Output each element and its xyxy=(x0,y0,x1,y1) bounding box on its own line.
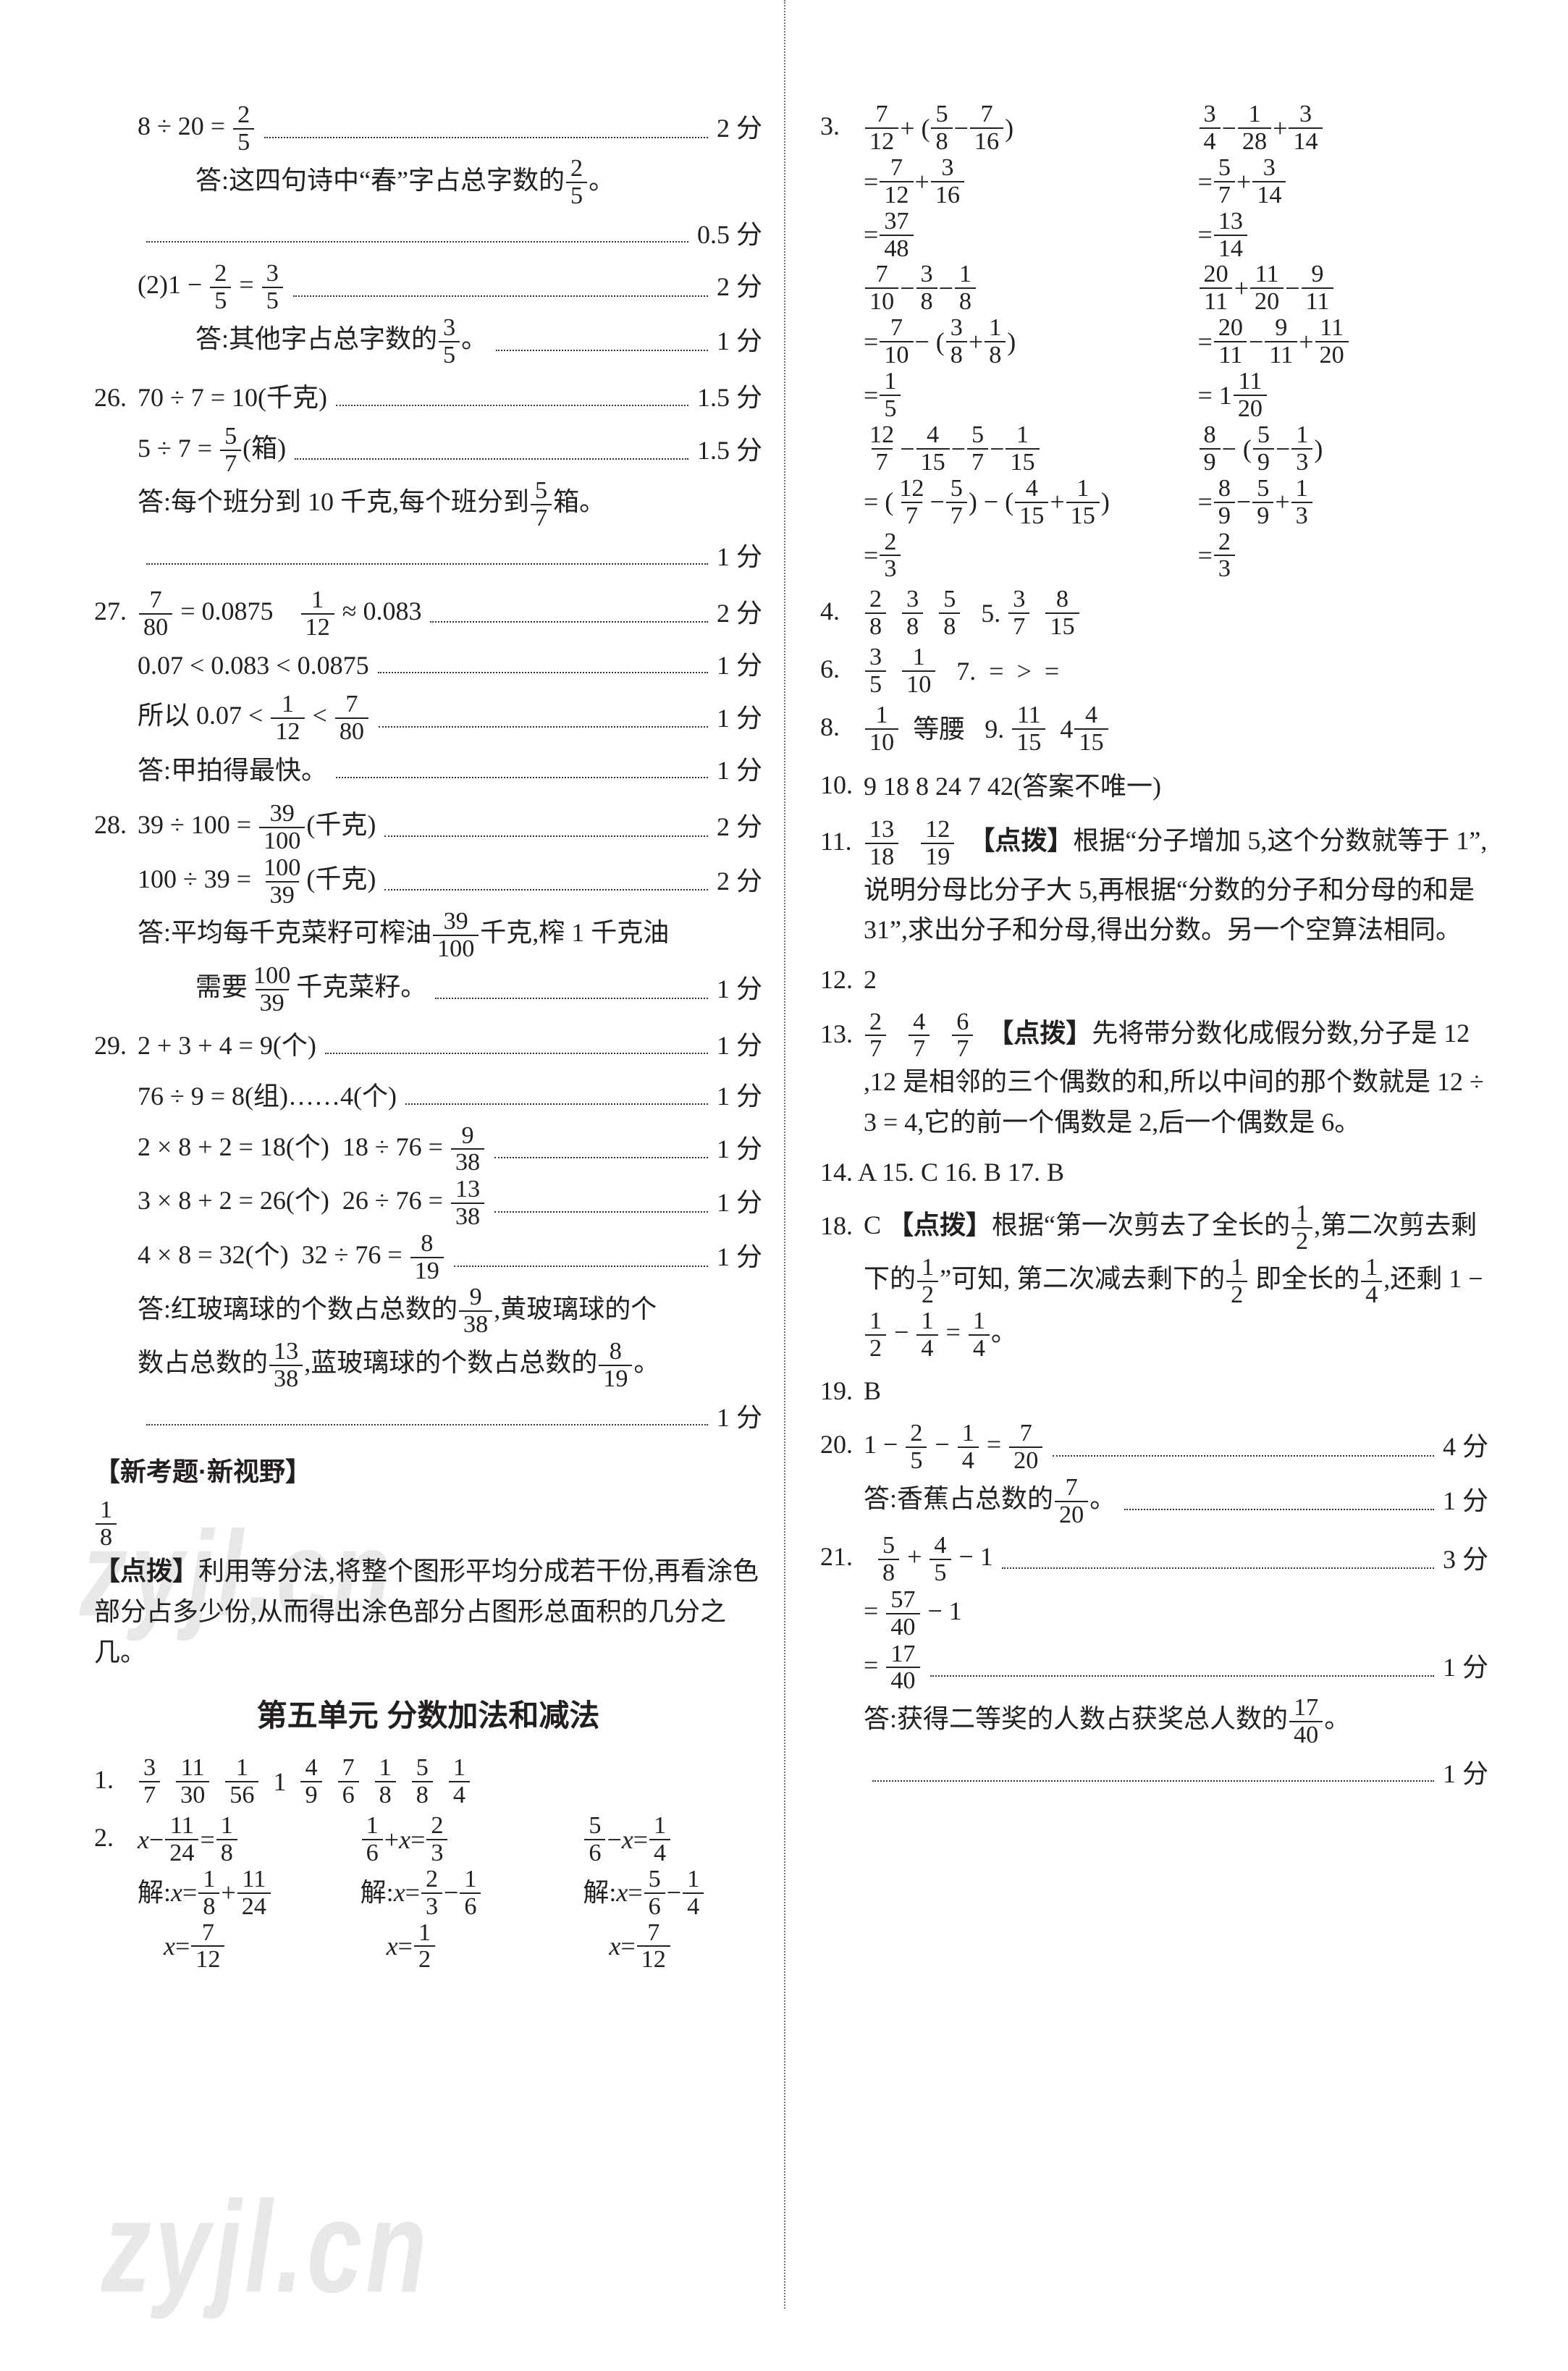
left-column: 8 ÷ 20 = 25 2 分 答:这四句诗中“春”字占总字数的25。 0.5 … xyxy=(94,101,780,2229)
right-column: 3. 712 + ( 58 − 716 ) = 712 + 316 = 3748… xyxy=(802,101,1488,2229)
u5-q1: 1. 37 1130 156 1 49 76 18 58 14 xyxy=(94,1755,762,1808)
q26: 26. 70 ÷ 7 = 10(千克)1.5 分 5 ÷ 7 = 57(箱)1.… xyxy=(94,373,762,582)
q10: 10.9 18 8 24 7 42(答案不唯一) xyxy=(820,760,1488,812)
q4-5: 4. 28 38 58 5. 37 815 xyxy=(820,586,1488,640)
q20: 20. 1 − 25 − 14 = 7204 分 答:香蕉占总数的720。1 分 xyxy=(820,1420,1488,1528)
line: 答:这四句诗中“春”字占总字数的25。 xyxy=(138,156,762,210)
q29: 29. 2 + 3 + 4 = 9(个)1 分 76 ÷ 9 = 8(组)……4… xyxy=(94,1021,762,1443)
line: 答:其他字占总字数的35。 1 分 xyxy=(138,314,762,369)
u5-q2: 2. x − 1124 = 18 解:x = 18 + 1124 x = 712… xyxy=(94,1813,762,1973)
column-divider xyxy=(784,0,785,2309)
page: zyjl.cn zyjl.cn 8 ÷ 20 = 25 2 分 答:这四句诗中“… xyxy=(0,0,1568,2309)
q19: 19.B xyxy=(820,1366,1488,1415)
q13: 13. 27 47 67 【点拨】先将带分数化成假分数,分子是 12 ,12 是… xyxy=(820,1009,1488,1143)
q28: 28. 39 ÷ 100 = 39100(千克)2 分 100 ÷ 39 = 1… xyxy=(94,800,762,1016)
line: 8 ÷ 20 = 25 2 分 xyxy=(138,101,762,156)
q27: 27. 780 = 0.0875 112 ≈ 0.0832 分 0.07 < 0… xyxy=(94,586,762,796)
q6-7: 6. 35 110 7. = > = xyxy=(820,644,1488,698)
q8-9: 8. 110 等腰 9. 1115 4 415 xyxy=(820,702,1488,756)
q3: 3. 712 + ( 58 − 716 ) = 712 + 316 = 3748… xyxy=(820,101,1488,582)
two-column-layout: 8 ÷ 20 = 25 2 分 答:这四句诗中“春”字占总字数的25。 0.5 … xyxy=(94,101,1488,2229)
new-question-section: 【新考题·新视野】 18 【点拨】利用等分法,将整个图形平均分成若干份,再看涂色… xyxy=(94,1447,762,1672)
new-section-label: 【新考题·新视野】 xyxy=(94,1447,762,1496)
q21: 21. 58 + 45 − 13 分 = 5740 − 1 = 17401 分 … xyxy=(820,1532,1488,1799)
line: (2)1 − 25 = 35 2 分 xyxy=(138,260,762,314)
hint-text: 【点拨】利用等分法,将整个图形平均分成若干份,再看涂色部分占多少份,从而得出涂色… xyxy=(94,1551,762,1672)
q14-17: 14. A 15. C 16. B 17. B xyxy=(820,1147,1488,1197)
q11: 11. 1318 1219 【点拨】根据“分子增加 5,这个分数就等于 1”,说… xyxy=(820,817,1488,951)
unit5-title: 第五单元 分数加法和减法 xyxy=(94,1687,762,1745)
q12: 12.2 xyxy=(820,955,1488,1004)
pre-26-block: 8 ÷ 20 = 25 2 分 答:这四句诗中“春”字占总字数的25。 0.5 … xyxy=(94,101,762,369)
q18: 18. C 【点拨】根据“第一次剪去了全长的12,第二次剪去剩下的12”可知, … xyxy=(820,1201,1488,1361)
